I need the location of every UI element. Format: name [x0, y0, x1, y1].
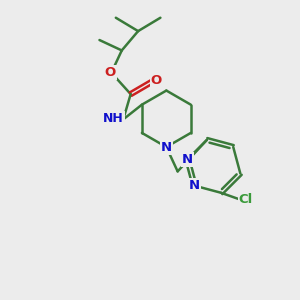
Text: N: N	[189, 179, 200, 192]
Text: Cl: Cl	[239, 193, 253, 206]
Text: N: N	[182, 153, 193, 166]
Text: O: O	[104, 66, 116, 79]
Text: N: N	[161, 140, 172, 154]
Text: NH: NH	[103, 112, 124, 125]
Text: O: O	[151, 74, 162, 87]
